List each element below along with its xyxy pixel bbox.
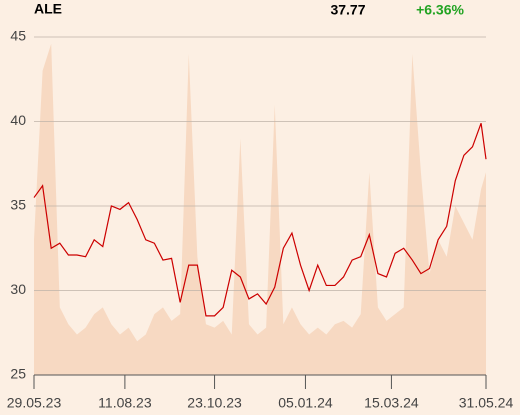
y-tick-label: 40 <box>10 112 26 128</box>
x-tick-label: 11.08.23 <box>98 395 152 411</box>
x-tick-label: 29.05.23 <box>7 395 62 411</box>
y-tick-label: 35 <box>10 197 26 213</box>
volume-area <box>34 43 486 375</box>
x-tick-label: 05.01.24 <box>278 395 333 411</box>
y-tick-label: 30 <box>10 281 26 297</box>
x-tick-label: 31.05.24 <box>459 395 514 411</box>
x-tick-label: 15.03.24 <box>364 395 419 411</box>
change: +6.36% <box>416 2 464 18</box>
price: 37.77 <box>330 2 365 18</box>
y-tick-label: 25 <box>10 366 26 382</box>
y-tick-label: 45 <box>10 28 26 44</box>
x-tick-label: 23.10.23 <box>187 395 242 411</box>
ticker: ALE <box>34 1 62 17</box>
price-line <box>33 122 487 317</box>
